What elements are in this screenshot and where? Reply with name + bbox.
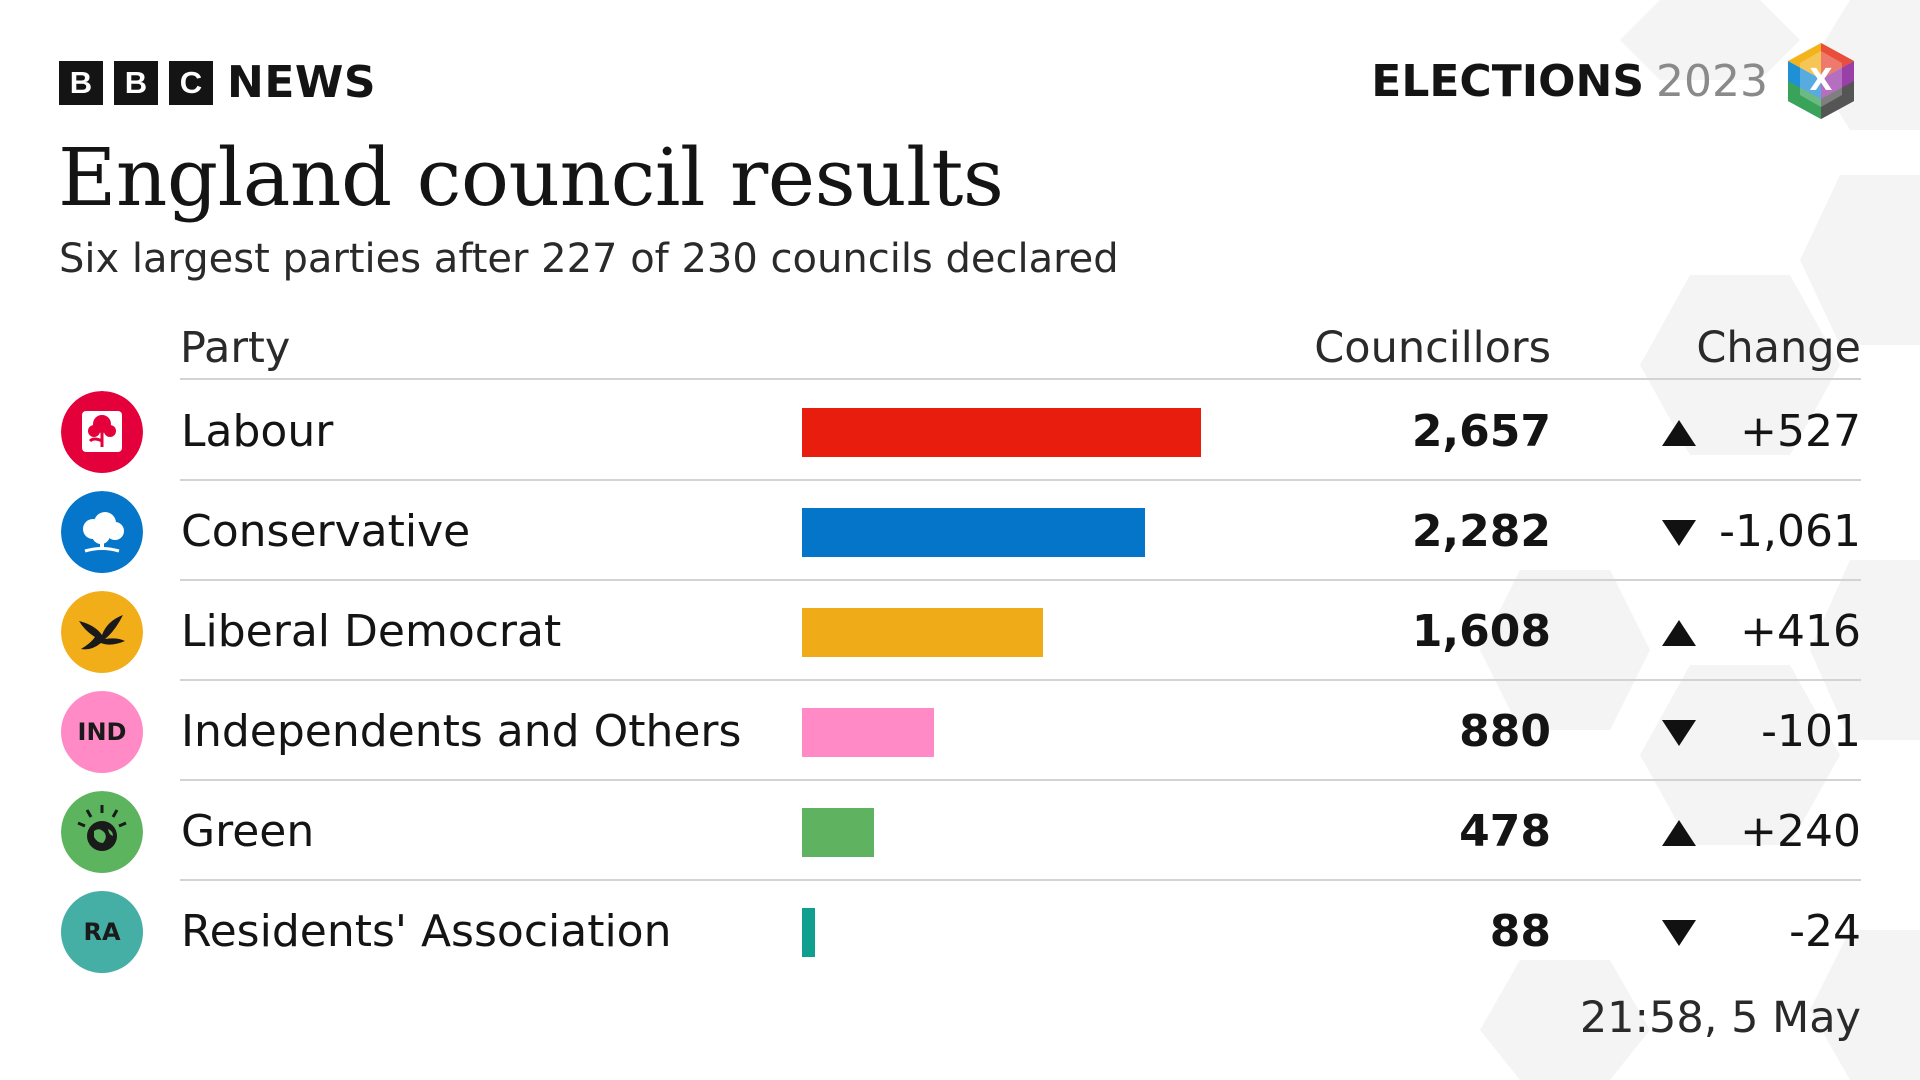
change-value: +527 bbox=[1740, 406, 1861, 457]
table-divider bbox=[180, 879, 1861, 881]
bbc-logo-letter: B bbox=[114, 61, 158, 105]
triangle-up-icon bbox=[1662, 420, 1696, 446]
table-row: Conservative 2,282 -1,061 bbox=[0, 480, 1920, 580]
councillors-value: 2,657 bbox=[1411, 406, 1551, 457]
elections-cube-letter: X bbox=[1809, 63, 1832, 98]
column-header-councillors: Councillors bbox=[1314, 323, 1551, 373]
elections-year: 2023 bbox=[1656, 56, 1768, 107]
councillors-value: 478 bbox=[1459, 806, 1551, 857]
table-divider bbox=[180, 579, 1861, 581]
triangle-up-icon bbox=[1662, 620, 1696, 646]
councillors-value: 88 bbox=[1489, 906, 1551, 957]
change-value: -1,061 bbox=[1719, 506, 1861, 557]
table-divider bbox=[180, 679, 1861, 681]
party-name: Liberal Democrat bbox=[181, 606, 562, 657]
table-row: Green 478 +240 bbox=[0, 780, 1920, 880]
tree-icon bbox=[61, 491, 143, 573]
column-header-change: Change bbox=[1696, 323, 1861, 373]
earth-icon bbox=[61, 791, 143, 873]
party-name: Conservative bbox=[181, 506, 471, 557]
bar bbox=[802, 908, 815, 957]
bar bbox=[802, 608, 1043, 657]
bbc-logo-letter: B bbox=[59, 61, 103, 105]
councillors-value: 1,608 bbox=[1411, 606, 1551, 657]
party-name: Independents and Others bbox=[181, 706, 742, 757]
rose-icon bbox=[61, 391, 143, 473]
bar bbox=[802, 508, 1145, 557]
change-value: -24 bbox=[1789, 906, 1861, 957]
triangle-down-icon bbox=[1662, 920, 1696, 946]
bar bbox=[802, 708, 934, 757]
chart-title: England council results bbox=[58, 131, 1004, 224]
triangle-up-icon bbox=[1662, 820, 1696, 846]
chart-subtitle: Six largest parties after 227 of 230 cou… bbox=[59, 236, 1119, 282]
bbc-logo-letter: C bbox=[169, 61, 213, 105]
party-badge-icon: RA bbox=[61, 891, 143, 973]
councillors-value: 2,282 bbox=[1411, 506, 1551, 557]
bar bbox=[802, 808, 874, 857]
bbc-news-wordmark: NEWS bbox=[227, 57, 377, 108]
bbc-news-logo: B B C NEWS bbox=[59, 61, 376, 105]
table-row: Labour 2,657 +527 bbox=[0, 380, 1920, 480]
change-value: +416 bbox=[1740, 606, 1861, 657]
table-divider bbox=[180, 779, 1861, 781]
table-divider bbox=[180, 378, 1861, 380]
column-header-party: Party bbox=[180, 323, 291, 373]
table-row: IND Independents and Others 880 -101 bbox=[0, 680, 1920, 780]
table-divider bbox=[180, 479, 1861, 481]
councillors-value: 880 bbox=[1459, 706, 1551, 757]
bar bbox=[802, 408, 1201, 457]
bird-icon bbox=[61, 591, 143, 673]
table-row: RA Residents' Association 88 -24 bbox=[0, 880, 1920, 980]
triangle-down-icon bbox=[1662, 520, 1696, 546]
party-badge-label: RA bbox=[83, 918, 121, 946]
party-name: Residents' Association bbox=[181, 906, 672, 957]
party-name: Green bbox=[181, 806, 315, 857]
party-badge-icon: IND bbox=[61, 691, 143, 773]
change-value: +240 bbox=[1740, 806, 1861, 857]
elections-word: ELECTIONS bbox=[1371, 56, 1645, 107]
elections-2023-label: ELECTIONS 2023 bbox=[1371, 56, 1768, 108]
change-value: -101 bbox=[1761, 706, 1861, 757]
party-badge-label: IND bbox=[77, 718, 127, 746]
table-row: Liberal Democrat 1,608 +416 bbox=[0, 580, 1920, 680]
party-name: Labour bbox=[181, 406, 334, 457]
elections-cube-icon: X bbox=[1788, 43, 1854, 119]
triangle-down-icon bbox=[1662, 720, 1696, 746]
timestamp: 21:58, 5 May bbox=[1579, 993, 1861, 1043]
